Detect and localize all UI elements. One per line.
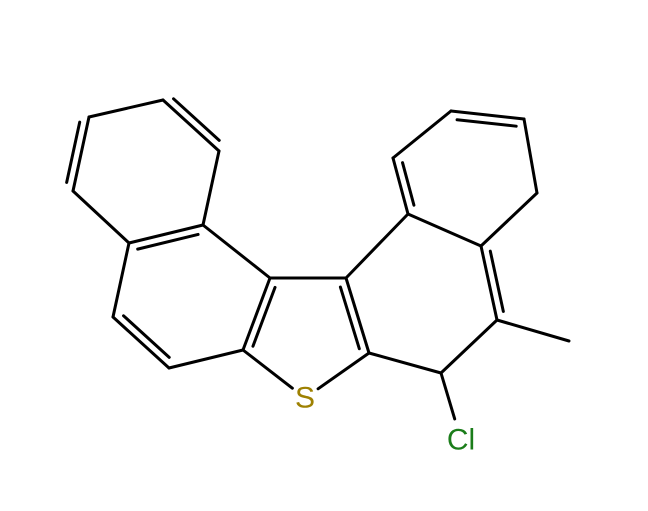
bond-line: [497, 320, 569, 341]
bond-line: [408, 214, 481, 246]
bond-line: [481, 246, 497, 320]
bond-line: [89, 100, 163, 117]
bond-line: [457, 120, 516, 126]
bond-line: [124, 316, 170, 358]
bond-line: [318, 353, 369, 389]
bond-line: [346, 214, 408, 278]
bond-line: [340, 287, 359, 349]
bond-line: [203, 225, 270, 278]
bond-line: [169, 350, 243, 368]
bond-line: [441, 320, 497, 373]
bond-line: [174, 99, 220, 141]
bond-line: [369, 353, 441, 373]
bond-line: [113, 243, 129, 317]
bond-line: [393, 158, 408, 214]
bond-line: [163, 100, 219, 151]
bond-line: [138, 234, 198, 249]
bond-line: [73, 117, 89, 191]
bond-line: [441, 373, 455, 419]
bond-line: [113, 317, 169, 368]
bond-line: [203, 151, 219, 225]
bond-line: [481, 193, 537, 246]
molecule-diagram: S Cl: [0, 0, 648, 511]
bond-line: [451, 111, 524, 119]
bond-line: [524, 119, 537, 193]
bond-line: [243, 350, 292, 388]
atom-label-cl: Cl: [447, 424, 475, 457]
bond-line: [129, 225, 203, 243]
bond-line: [393, 111, 451, 158]
bond-line: [73, 191, 129, 243]
atom-label-s: S: [295, 382, 315, 415]
